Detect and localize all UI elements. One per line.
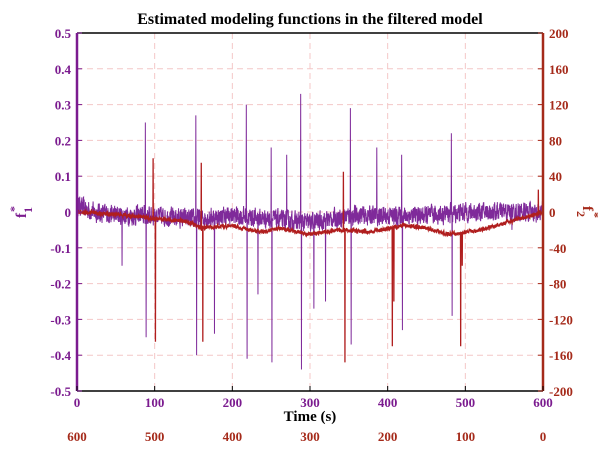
y-left-tick-label: 0 <box>65 205 72 220</box>
y-right-tick-label: 0 <box>549 205 556 220</box>
x-tick-label: 0 <box>74 395 81 410</box>
y-left-tick-label: -0.3 <box>50 312 71 327</box>
y-right-tick-label: -40 <box>549 241 566 256</box>
y-left-tick-label: 0.5 <box>55 26 72 41</box>
y-right-tick-label: 80 <box>549 133 562 148</box>
y-label-sub: 1 <box>21 207 35 213</box>
y-right-tick-label: -200 <box>549 384 573 399</box>
x-tick-label: 100 <box>145 395 165 410</box>
y-axis-label-text: f2* <box>574 206 598 218</box>
x2-tick-label: 100 <box>456 429 476 444</box>
y-label-main: f <box>579 206 595 212</box>
y-right-tick-label: 40 <box>549 169 562 184</box>
y-axis-label-right: f2* <box>574 206 598 218</box>
y-axis-label-text: f1* <box>7 206 35 218</box>
y-left-tick-label: 0.2 <box>55 133 71 148</box>
x2-tick-label: 600 <box>67 429 87 444</box>
y-left-tick-label: 0.1 <box>55 169 71 184</box>
y-right-tick-label: 160 <box>549 62 569 77</box>
y-right-tick-label: -80 <box>549 277 566 292</box>
x-tick-label: 500 <box>456 395 476 410</box>
chart-title: Estimated modeling functions in the filt… <box>137 11 483 28</box>
x2-tick-label: 400 <box>223 429 243 444</box>
x-axis-label: Time (s) <box>284 409 337 425</box>
y-label-sub: 2 <box>574 211 588 217</box>
x-tick-label: 200 <box>223 395 243 410</box>
x2-tick-label: 200 <box>378 429 398 444</box>
y-label-sup: * <box>7 206 21 212</box>
y-label-sup: * <box>588 212 598 218</box>
y-right-tick-label: 120 <box>549 98 569 113</box>
x-tick-label: 600 <box>533 395 553 410</box>
y-axis-label-left: f1* <box>7 206 35 218</box>
series-line-f2 <box>76 158 544 363</box>
x-tick-label: 400 <box>378 395 398 410</box>
x2-tick-label: 0 <box>540 429 547 444</box>
y-label-main: f <box>14 212 30 218</box>
x2-tick-label: 300 <box>300 429 320 444</box>
x-tick-label: 300 <box>300 395 320 410</box>
axes <box>75 32 545 392</box>
y-right-tick-label: -160 <box>549 348 573 363</box>
x2-tick-label: 500 <box>145 429 165 444</box>
y-left-tick-label: -0.2 <box>50 277 71 292</box>
y-left-tick-label: -0.4 <box>50 348 71 363</box>
y-left-tick-label: 0.4 <box>55 62 72 77</box>
y-left-tick-label: 0.3 <box>55 98 72 113</box>
y-left-tick-label: -0.5 <box>50 384 71 399</box>
y-right-tick-label: 200 <box>549 26 569 41</box>
y-right-tick-label: -120 <box>549 312 573 327</box>
series-layer <box>76 93 544 370</box>
series-line-f1 <box>76 93 544 370</box>
y-left-tick-label: -0.1 <box>50 241 71 256</box>
